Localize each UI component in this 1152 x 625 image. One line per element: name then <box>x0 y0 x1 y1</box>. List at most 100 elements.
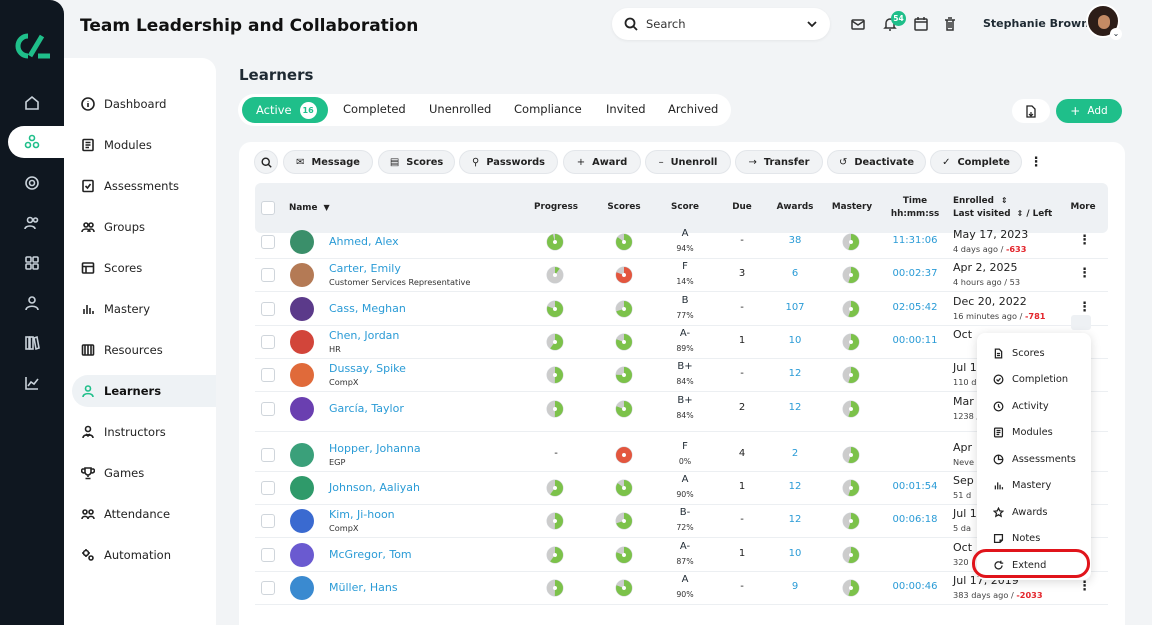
time-value[interactable]: 00:06:18 <box>892 514 938 525</box>
target-icon[interactable] <box>20 171 44 195</box>
scores-button[interactable]: ▤ Scores <box>378 150 455 174</box>
row-checkbox[interactable] <box>261 335 275 349</box>
row-checkbox[interactable] <box>261 368 275 382</box>
sidebar-item-resources[interactable]: Resources <box>72 334 216 366</box>
sidebar-item-mastery[interactable]: Mastery <box>72 293 216 325</box>
menu-item-activity[interactable]: Activity <box>977 393 1091 419</box>
col-name[interactable]: Name ▼ <box>289 203 330 213</box>
select-all-checkbox[interactable] <box>261 201 275 215</box>
user-name[interactable]: Stephanie Brown <box>983 17 1090 30</box>
mail-icon[interactable] <box>850 16 866 32</box>
table-row[interactable]: Kim, Ji-hoon CompX B- 72% - 12 00:06:18 Jul 1 5 … <box>255 504 1108 538</box>
col-time[interactable]: Time <box>902 196 928 206</box>
row-checkbox[interactable] <box>261 514 275 528</box>
row-checkbox[interactable] <box>261 268 275 282</box>
awards-count[interactable]: 10 <box>788 335 802 346</box>
sidebar-item-scores[interactable]: Scores <box>72 252 216 284</box>
chevron-down-icon[interactable] <box>806 18 818 30</box>
awards-count[interactable]: 107 <box>785 302 805 313</box>
learner-name[interactable]: Kim, Ji-hoon <box>329 508 395 521</box>
table-row[interactable]: Dussay, Spike CompX B+ 84% - 12 Jul 1 110 d <box>255 358 1108 392</box>
learner-name[interactable]: García, Taylor <box>329 402 404 415</box>
complete-button[interactable]: ✓ Complete <box>930 150 1022 174</box>
table-row[interactable]: McGregor, Tom A- 87% 1 10 Oct 320 <box>255 539 1108 572</box>
awards-count[interactable]: 12 <box>788 402 802 413</box>
deactivate-button[interactable]: ↺ Deactivate <box>827 150 926 174</box>
person-icon[interactable] <box>20 291 44 315</box>
menu-item-modules[interactable]: Modules <box>977 420 1091 446</box>
learner-name[interactable]: Dussay, Spike <box>329 362 406 375</box>
col-awards[interactable]: Awards <box>776 202 814 212</box>
sidebar-item-groups[interactable]: Groups <box>72 211 216 243</box>
chevron-down-icon[interactable]: ⌄ <box>1110 28 1122 40</box>
menu-item-scores[interactable]: Scores <box>977 340 1091 366</box>
awards-count[interactable]: 12 <box>788 481 802 492</box>
tab-compliance[interactable]: Compliance <box>514 102 582 116</box>
time-value[interactable]: 11:31:06 <box>892 235 938 246</box>
col-progress[interactable]: Progress <box>534 202 578 212</box>
row-checkbox[interactable] <box>261 548 275 562</box>
menu-item-completion[interactable]: Completion <box>977 367 1091 393</box>
row-more-icon[interactable]: ⋮ <box>1078 300 1091 315</box>
awards-count[interactable]: 12 <box>788 368 802 379</box>
home-icon[interactable] <box>20 91 44 115</box>
tab-invited[interactable]: Invited <box>606 102 646 116</box>
sidebar-item-dashboard[interactable]: Dashboard <box>72 88 216 120</box>
tab-archived[interactable]: Archived <box>668 102 719 116</box>
table-row[interactable]: Cass, Meghan B 77% - 107 02:05:42 Dec 20, 2022… <box>255 293 1108 326</box>
col-scores[interactable]: Scores <box>607 202 641 212</box>
learner-name[interactable]: Johnson, Aaliyah <box>329 481 420 494</box>
learner-name[interactable]: Müller, Hans <box>329 581 398 594</box>
search-input[interactable]: Search <box>612 8 830 40</box>
row-checkbox[interactable] <box>261 481 275 495</box>
passwords-button[interactable]: ⚲ Passwords <box>459 150 558 174</box>
awards-count[interactable]: 6 <box>791 268 799 279</box>
tab-unenrolled[interactable]: Unenrolled <box>429 102 492 116</box>
time-value[interactable]: 00:00:11 <box>892 335 938 346</box>
learner-name[interactable]: Chen, Jordan <box>329 329 400 342</box>
trash-icon[interactable] <box>942 16 958 32</box>
sidebar-item-learners[interactable]: Learners <box>72 375 216 407</box>
learner-name[interactable]: McGregor, Tom <box>329 548 412 561</box>
learner-name[interactable]: Ahmed, Alex <box>329 235 399 248</box>
row-checkbox[interactable] <box>261 448 275 462</box>
row-more-icon[interactable]: ⋮ <box>1078 233 1091 248</box>
filter-search-button[interactable] <box>254 150 278 174</box>
award-button[interactable]: + Award <box>563 150 641 174</box>
sidebar-item-modules[interactable]: Modules <box>72 129 216 161</box>
learner-name[interactable]: Carter, Emily <box>329 262 401 275</box>
message-button[interactable]: ✉ Message <box>283 150 373 174</box>
sidebar-item-automation[interactable]: Automation <box>72 539 216 571</box>
transfer-button[interactable]: → Transfer <box>735 150 823 174</box>
menu-item-notes[interactable]: Notes <box>977 526 1091 552</box>
time-value[interactable]: 02:05:42 <box>892 302 938 313</box>
learner-name[interactable]: Cass, Meghan <box>329 302 406 315</box>
table-row[interactable]: Johnson, Aaliyah A 90% 1 12 00:01:54 Sep 51 d <box>255 472 1108 505</box>
row-checkbox[interactable] <box>261 581 275 595</box>
col-enrolled[interactable]: Enrolled ⇕ <box>953 196 1008 206</box>
sidebar-item-assessments[interactable]: Assessments <box>72 170 216 202</box>
row-checkbox[interactable] <box>261 302 275 316</box>
learner-name[interactable]: Hopper, Johanna <box>329 442 421 455</box>
sidebar-item-games[interactable]: Games <box>72 457 216 489</box>
col-due[interactable]: Due <box>732 202 752 212</box>
tab-completed[interactable]: Completed <box>343 102 406 116</box>
users-icon[interactable] <box>20 211 44 235</box>
time-value[interactable]: 00:00:46 <box>892 581 938 592</box>
sidebar-item-instructors[interactable]: Instructors <box>72 416 216 448</box>
time-value[interactable]: 00:02:37 <box>892 268 938 279</box>
export-button[interactable] <box>1012 99 1050 123</box>
tab-active[interactable]: Active 16 <box>242 97 328 123</box>
unenroll-button[interactable]: – Unenroll <box>645 150 731 174</box>
grid-icon[interactable] <box>20 251 44 275</box>
sidebar-item-attendance[interactable]: Attendance <box>72 498 216 530</box>
library-icon[interactable] <box>20 331 44 355</box>
awards-count[interactable]: 12 <box>788 514 802 525</box>
row-checkbox[interactable] <box>261 402 275 416</box>
calendar-icon[interactable] <box>913 16 929 32</box>
menu-item-extend[interactable]: Extend <box>977 552 1091 578</box>
time-value[interactable]: 00:01:54 <box>892 481 938 492</box>
col-last-visited[interactable]: Last visited ⇕ / Left <box>953 209 1052 219</box>
table-row[interactable]: Hopper, Johanna EGP - F 0% 4 2 Apr Neve <box>255 439 1108 472</box>
